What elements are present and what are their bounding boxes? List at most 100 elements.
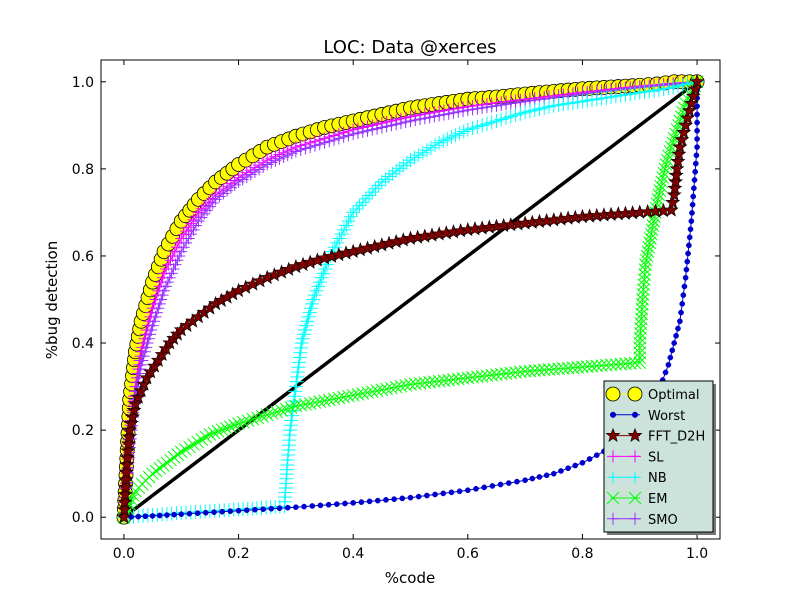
- data-point-worst: [227, 508, 234, 515]
- data-point-em: [167, 450, 181, 464]
- series-nb: [116, 74, 705, 525]
- legend-marker: [629, 450, 641, 463]
- data-point-em: [528, 364, 542, 377]
- data-point-worst: [473, 485, 479, 492]
- data-point-em: [533, 363, 546, 377]
- data-point-em: [646, 219, 660, 232]
- x-tick-label: 0.6: [457, 546, 479, 562]
- data-point-worst: [301, 503, 307, 510]
- data-point-worst: [550, 470, 557, 477]
- data-point-smo: [433, 109, 446, 122]
- legend-marker: [605, 386, 621, 402]
- data-point-worst: [694, 144, 700, 150]
- data-point-fft-d2h: [666, 187, 682, 202]
- data-point-nb: [362, 188, 377, 203]
- data-point-em: [633, 331, 647, 345]
- data-point-em: [633, 351, 647, 365]
- data-point-worst: [682, 274, 689, 281]
- legend-marker: [629, 471, 641, 484]
- data-point-worst: [309, 503, 316, 509]
- data-point-em: [599, 358, 613, 372]
- data-point-em: [537, 363, 551, 377]
- legend-marker: [607, 450, 619, 463]
- data-point-nb: [415, 145, 430, 160]
- data-point-nb: [452, 126, 467, 141]
- data-point-fft-d2h: [118, 472, 134, 487]
- data-point-smo: [323, 135, 336, 148]
- reference-diagonal-line: [122, 80, 699, 519]
- data-point-em: [645, 223, 659, 237]
- legend-item-em: EM: [606, 491, 667, 507]
- data-point-smo: [509, 96, 522, 109]
- legend-item-sl: SL: [607, 450, 664, 465]
- data-point-nb: [392, 161, 407, 176]
- data-point-fft-d2h: [668, 174, 684, 189]
- data-point-em: [641, 245, 655, 258]
- data-point-em: [652, 188, 666, 202]
- data-point-worst: [543, 472, 550, 479]
- data-point-em: [203, 428, 217, 441]
- data-point-nb: [365, 185, 380, 200]
- data-point-em: [236, 415, 250, 429]
- legend-label: SMO: [648, 513, 678, 528]
- data-point-worst: [678, 309, 684, 316]
- legend-label: EM: [648, 492, 667, 507]
- data-point-em: [635, 302, 649, 316]
- data-point-em: [639, 258, 652, 272]
- data-point-em: [633, 336, 647, 350]
- data-point-worst: [260, 506, 266, 513]
- data-point-worst: [673, 332, 679, 339]
- data-point-em: [156, 459, 170, 472]
- data-point-worst: [135, 513, 142, 520]
- data-point-em: [211, 425, 225, 438]
- data-point-em: [653, 184, 667, 197]
- data-point-worst: [667, 354, 674, 361]
- data-point-nb: [411, 148, 426, 163]
- data-point-worst: [383, 497, 389, 503]
- data-point-fft-d2h: [667, 180, 683, 195]
- data-point-em: [561, 361, 575, 375]
- data-point-nb: [385, 166, 400, 181]
- data-point-nb: [368, 181, 383, 196]
- data-point-worst: [687, 226, 694, 233]
- data-point-em: [658, 162, 672, 176]
- data-point-em: [199, 430, 213, 444]
- data-point-worst: [358, 499, 365, 505]
- data-point-smo: [471, 102, 484, 115]
- data-point-smo: [418, 112, 431, 125]
- legend-label: Optimal: [648, 388, 699, 403]
- data-point-worst: [399, 495, 406, 502]
- data-point-nb: [407, 150, 422, 165]
- data-point-em: [640, 249, 654, 263]
- data-point-nb: [428, 138, 443, 153]
- data-point-nb: [432, 135, 447, 150]
- data-point-em: [634, 327, 647, 340]
- legend-item-optimal: Optimal: [605, 386, 699, 403]
- data-point-worst: [662, 369, 669, 376]
- data-point-worst: [142, 513, 149, 520]
- data-point-em: [518, 364, 532, 378]
- legend-label: Worst: [648, 409, 685, 424]
- legend-marker: [631, 411, 639, 418]
- data-point-worst: [219, 508, 226, 515]
- data-point-em: [636, 293, 649, 306]
- data-point-em: [663, 145, 677, 158]
- data-point-worst: [579, 459, 586, 466]
- data-point-em: [595, 359, 608, 372]
- data-point-fft-d2h: [117, 486, 133, 502]
- data-point-smo: [404, 114, 417, 127]
- data-point-em: [623, 357, 637, 370]
- data-point-worst: [432, 491, 438, 498]
- data-point-nb: [352, 198, 367, 213]
- data-point-nb: [440, 132, 455, 147]
- data-point-worst: [669, 347, 676, 354]
- x-tick-label: 1.0: [686, 546, 708, 562]
- x-tick-label: 0.0: [113, 546, 135, 562]
- legend-item-nb: NB: [607, 471, 667, 486]
- y-tick-label: 0.0: [72, 510, 94, 526]
- data-point-smo: [423, 111, 436, 124]
- x-tick-label: 0.8: [571, 546, 593, 562]
- data-point-em: [195, 433, 209, 446]
- data-point-smo: [342, 129, 355, 142]
- data-point-em: [187, 438, 200, 451]
